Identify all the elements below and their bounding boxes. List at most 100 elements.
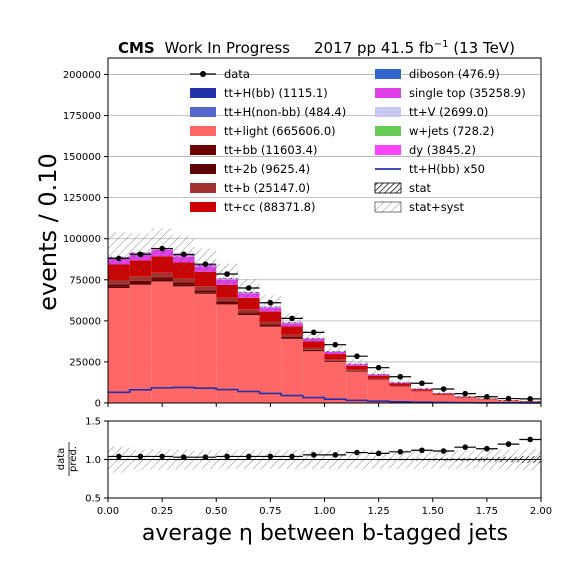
ratio-x-tick-label: 1.75: [476, 506, 498, 517]
stat-band: [259, 306, 282, 308]
data-point: [267, 299, 274, 306]
legend-label: tt+bb (11603.4): [224, 143, 317, 157]
stack-bar-tt-bb: [302, 349, 325, 351]
legend-label: diboson (476.9): [409, 67, 500, 81]
stack-bar-tt-light: [129, 284, 152, 403]
legend-label: tt+light (665606.0): [224, 124, 336, 138]
stack-bar-tt-2b: [216, 303, 238, 305]
stack-bar-tt-b: [367, 378, 390, 380]
stack-bar-tt-light: [389, 386, 412, 403]
ratio-point: [484, 445, 490, 452]
main-y-tick-label: 50000: [69, 316, 101, 327]
stack-bar-tt-bb: [281, 337, 303, 339]
stat-band: [346, 363, 368, 365]
main-frame: [107, 57, 542, 404]
data-point: [527, 396, 533, 402]
legend-marker-stat: [374, 182, 402, 194]
data-point: [202, 261, 209, 267]
stack-bar-tt-b: [129, 276, 152, 281]
legend-swatch: [375, 145, 401, 155]
stack-bar-tt-b: [108, 279, 130, 285]
legend-swatch: [375, 88, 401, 98]
legend-swatch: [375, 126, 401, 136]
ratio-point: [245, 453, 252, 460]
main-y-tick-label: 75000: [69, 275, 101, 286]
ratio-x-tick-label: 1.25: [367, 506, 389, 517]
stack-bar-tt-light: [108, 288, 130, 403]
legend-label: stat: [409, 181, 432, 195]
legend-label: w+jets (728.2): [409, 124, 494, 138]
ratio-point: [440, 448, 447, 454]
data-point: [137, 251, 144, 258]
ratio-point: [137, 453, 144, 460]
ratio-x-tick-label: 0.75: [259, 506, 281, 517]
stat-band: [302, 337, 325, 339]
experiment-label: CMS: [118, 39, 155, 57]
ratio-point: [397, 449, 404, 455]
legend-label: dy (3845.2): [409, 143, 476, 157]
stack-bar-tt-bb: [324, 360, 347, 362]
stack-bar-tt-2b: [281, 338, 303, 339]
stack-bar-tt-light: [367, 380, 390, 403]
stack-bar-tt-b: [324, 359, 347, 361]
plot-header-right: 2017 pp 41.5 fb−1 (13 TeV): [314, 39, 515, 57]
ratio-point: [224, 453, 230, 460]
ratio-point: [527, 436, 533, 443]
stack-bar-tt-2b: [108, 286, 130, 288]
ratio-point: [289, 453, 295, 460]
legend-swatch: [190, 126, 216, 136]
stack-bar-tt-b: [151, 272, 173, 278]
x-axis-label: average η between b-tagged jets: [142, 521, 508, 546]
legend-label: data: [224, 67, 250, 81]
legend-swatch: [375, 69, 401, 79]
legend-swatch: [190, 107, 216, 117]
ratio-point: [354, 449, 360, 456]
ratio-frame: [107, 420, 542, 499]
ratio-point: [462, 444, 469, 450]
stack-bar-tt-b: [346, 369, 368, 371]
ratio-x-tick-label: 0.00: [97, 506, 119, 517]
stack-bar-tt-bb: [216, 301, 238, 304]
legend-label: tt+cc (88371.8): [224, 200, 315, 214]
data-point: [440, 386, 447, 392]
stack-bar-tt-light: [454, 397, 477, 403]
legend-label: stat+syst: [409, 200, 464, 214]
stack-bar-tt-b: [194, 286, 217, 291]
legend-swatch: [190, 164, 216, 174]
ratio-point: [159, 453, 165, 460]
stack-bar-tt-b: [237, 309, 260, 313]
ratio-y-tick-label: 0.5: [85, 494, 101, 505]
legend-label: tt+b (25147.0): [224, 181, 310, 195]
legend-marker-stat-syst: [374, 201, 402, 213]
data-point: [462, 390, 469, 397]
legend-label: tt+H(bb) x50: [409, 162, 485, 176]
stack-bar-tt-bb: [172, 282, 195, 285]
ratio-y-ticks: 0.5 1.0 1.5: [85, 417, 108, 505]
data-point: [397, 373, 404, 380]
data-point: [224, 271, 230, 277]
stack-bar-tt-bb: [151, 277, 173, 280]
data-point: [245, 285, 252, 291]
ratio-point: [202, 454, 209, 460]
stack-bar-tt-light: [346, 371, 368, 403]
ratio-point: [310, 452, 317, 458]
main-y-axis-label: events / 0.10: [34, 153, 62, 311]
data-point: [375, 364, 382, 371]
status-label: Work In Progress: [165, 39, 291, 57]
stack-bar-tt-b: [216, 297, 238, 302]
stack-bar-tt-b: [259, 321, 282, 325]
stack-bar-tt-light: [237, 315, 260, 403]
stack-bar-tt-b: [281, 334, 303, 338]
stack-bar-tt-light: [324, 361, 347, 403]
run-info-exponent: −1: [434, 39, 449, 50]
legend: data tt+H(bb) (1115.1) tt+H(non-bb) (484.4…: [190, 67, 526, 214]
stack-bar-tt-light: [411, 391, 433, 403]
data-point: [505, 395, 512, 402]
data-point: [332, 341, 339, 348]
stack-bar-tt-light: [216, 304, 238, 403]
stack-bar-tt-light: [194, 293, 217, 403]
stack-bar-tt-b: [172, 278, 195, 283]
stack-bar-tt-bb: [108, 284, 130, 287]
data-point: [116, 255, 122, 262]
stack-bar-tt-light: [259, 326, 282, 403]
